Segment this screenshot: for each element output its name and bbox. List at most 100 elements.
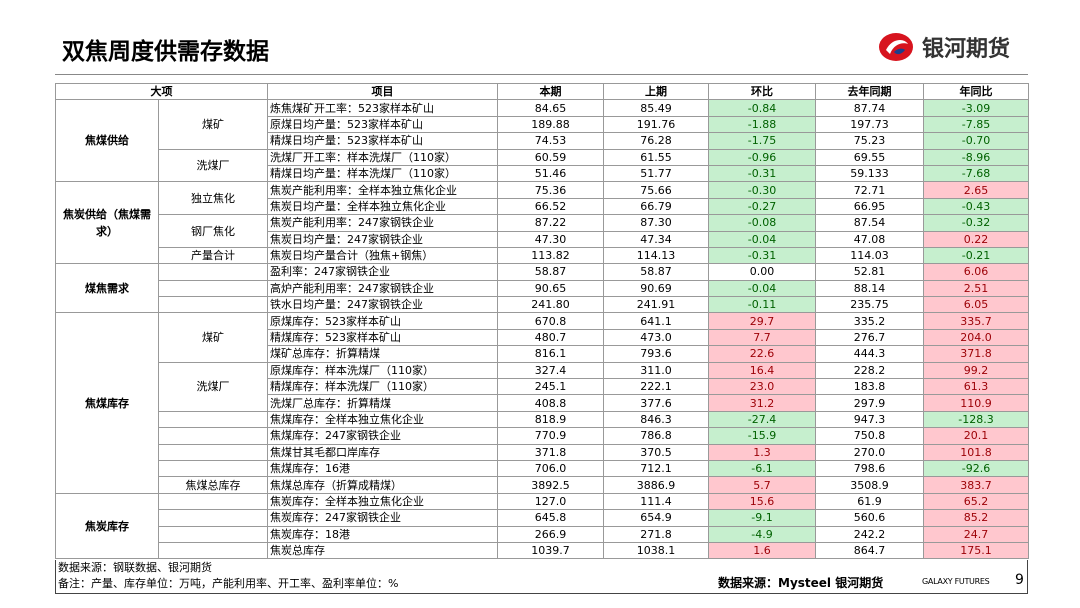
table-row: 洗煤厂 洗煤厂开工率：样本洗煤厂（110家） 60.59 61.55 -0.96 69.5…	[56, 148, 1029, 183]
value-cell: 816.1	[497, 345, 604, 363]
table-row: 焦炭库存：18港 266.9 271.8 -4.9 242.2 24.7	[56, 525, 1029, 543]
value-cell: 3508.9	[815, 476, 924, 494]
value-cell: 297.9	[815, 394, 924, 412]
item-cell: 精煤日均产量：样本洗煤厂（110家）	[267, 164, 498, 183]
item-cell: 煤矿总库存：折算精煤	[267, 345, 498, 363]
empty-cell	[158, 263, 268, 281]
title: 双焦周度供需存数据	[62, 39, 269, 65]
value-cell: -0.04	[708, 230, 816, 248]
sub-label: 钢厂焦化	[158, 214, 268, 248]
value-cell: 20.1	[923, 427, 1029, 445]
header-rule	[55, 74, 1028, 75]
item-cell: 焦煤总库存（折算成精煤）	[267, 476, 498, 494]
item-cell: 精煤日均产量：523家样本矿山	[267, 132, 498, 150]
value-cell: 371.8	[497, 443, 604, 461]
sub-label: 煤矿	[158, 312, 268, 363]
item-cell: 焦炭日均产量：全样本独立焦化企业	[267, 197, 498, 216]
item-cell: 精煤库存：523家样本矿山	[267, 328, 498, 347]
value-cell: 311.0	[603, 361, 709, 380]
value-cell: 6.06	[923, 263, 1029, 281]
value-cell: -0.31	[708, 246, 816, 265]
value-cell: 750.8	[815, 427, 924, 445]
unit-note: 备注：产量、库存单位：万吨，产能利用率、开工率、盈利率单位：%	[58, 577, 399, 590]
value-cell: 113.82	[497, 246, 604, 265]
table-row: 焦炭库存：247家钢铁企业 645.8 654.9 -9.1 560.6 85.2	[56, 509, 1029, 527]
value-cell: -4.9	[708, 525, 816, 543]
value-cell: 75.36	[497, 181, 604, 199]
value-cell: -0.27	[708, 197, 816, 216]
item-cell: 焦炭总库存	[267, 541, 498, 560]
value-cell: 65.2	[923, 492, 1029, 511]
value-cell: 5.7	[708, 476, 816, 494]
value-cell: -1.88	[708, 115, 816, 134]
value-cell: -0.70	[923, 132, 1029, 150]
empty-cell	[158, 459, 268, 478]
item-cell: 原煤库存：样本洗煤厂（110家）	[267, 361, 498, 380]
header-cell: 项目	[267, 82, 498, 101]
section-label: 焦煤供给	[55, 99, 159, 183]
value-cell: 74.53	[497, 132, 604, 150]
value-cell: -1.75	[708, 132, 816, 150]
value-cell: 241.80	[497, 296, 604, 314]
value-cell: 23.0	[708, 378, 816, 396]
sub-label: 煤矿	[158, 99, 268, 150]
item-cell: 焦炭库存：18港	[267, 525, 498, 543]
value-cell: 85.2	[923, 509, 1029, 527]
item-cell: 精煤库存：样本洗煤厂（110家）	[267, 378, 498, 396]
sub-label: 产量合计	[158, 246, 268, 265]
value-cell: 58.87	[603, 263, 709, 281]
table-row: 洗煤厂总库存：折算精煤 408.8 377.6 31.2 297.9 110.9	[56, 394, 1029, 412]
table-row: 钢厂焦化 焦炭产能利用率：247家钢铁企业 87.22 87.30 -0.08 87.54…	[56, 214, 1029, 248]
value-cell: 0.00	[708, 263, 816, 281]
table-row: 精煤日均产量：样本洗煤厂（110家） 51.46 51.77 -0.31 59.133-…	[56, 164, 1029, 183]
value-cell: 69.55	[815, 148, 924, 166]
item-cell: 洗煤厂总库存：折算精煤	[267, 394, 498, 412]
item-cell: 高炉产能利用率：247家钢铁企业	[267, 279, 498, 298]
item-cell: 原煤库存：523家样本矿山	[267, 312, 498, 330]
brand: GALAXY FUTURES	[922, 577, 990, 586]
table-row: 焦煤库存：16港 706.0 712.1 -6.1 798.6 -92.6	[56, 459, 1029, 478]
value-cell: -0.31	[708, 164, 816, 183]
value-cell: 377.6	[603, 394, 709, 412]
value-cell: -7.85	[923, 115, 1029, 134]
value-cell: 793.6	[603, 345, 709, 363]
table-row: 焦煤甘其毛都口岸库存 371.8 370.5 1.3 270.0 101.8	[56, 443, 1029, 461]
header-cell: 年同比	[923, 82, 1029, 101]
table-row: 产量合计 焦炭日均产量合计（独焦+钢焦） 113.82 114.13 -0.31 114.…	[56, 246, 1029, 265]
value-cell: 271.8	[603, 525, 709, 543]
value-cell: 327.4	[497, 361, 604, 380]
value-cell: 473.0	[603, 328, 709, 347]
value-cell: 84.65	[497, 99, 604, 117]
value-cell: 641.1	[603, 312, 709, 330]
value-cell: 0.22	[923, 230, 1029, 248]
header-row: 大项 项目 本期 上期 环比 去年同期 年同比	[55, 82, 1029, 101]
table-row: 焦炭库存 焦炭库存：全样本独立焦化企业 127.0 111.4 15.6 61.9 65.2	[55, 492, 1029, 560]
value-cell: 222.1	[603, 378, 709, 396]
value-cell: 335.2	[815, 312, 924, 330]
value-cell: -7.68	[923, 164, 1029, 183]
item-cell: 焦炭日均产量：247家钢铁企业	[267, 230, 498, 248]
value-cell: -27.4	[708, 410, 816, 429]
value-cell: 947.3	[815, 410, 924, 429]
value-cell: 197.73	[815, 115, 924, 134]
section-label: 焦炭供给（焦煤需求）	[55, 181, 159, 265]
value-cell: 175.1	[923, 541, 1029, 560]
table-row: 煤焦需求 盈利率：247家钢铁企业 58.87 58.87 0.00 52.81 6.06	[55, 263, 1029, 314]
table-row: 焦煤供给 煤矿 炼焦煤矿开工率：523家样本矿山 84.65 85.49 -0.84 87.…	[55, 99, 1029, 183]
value-cell: 61.3	[923, 378, 1029, 396]
value-cell: 183.8	[815, 378, 924, 396]
source-note: 数据来源：钢联数据、银河期货	[58, 561, 212, 574]
value-cell: 670.8	[497, 312, 604, 330]
value-cell: 712.1	[603, 459, 709, 478]
value-cell: -0.08	[708, 214, 816, 232]
value-cell: 383.7	[923, 476, 1029, 494]
value-cell: 24.7	[923, 525, 1029, 543]
empty-cell	[158, 279, 268, 298]
value-cell: 87.74	[815, 99, 924, 117]
table-row: 焦煤库存：247家钢铁企业 770.9 786.8 -15.9 750.8 20.1	[56, 427, 1029, 445]
table-row: 煤矿总库存：折算精煤 816.1 793.6 22.6 444.3 371.8	[56, 345, 1029, 363]
value-cell: 75.23	[815, 132, 924, 150]
logo-text: 银河期货	[922, 37, 1011, 62]
value-cell: 2.65	[923, 181, 1029, 199]
